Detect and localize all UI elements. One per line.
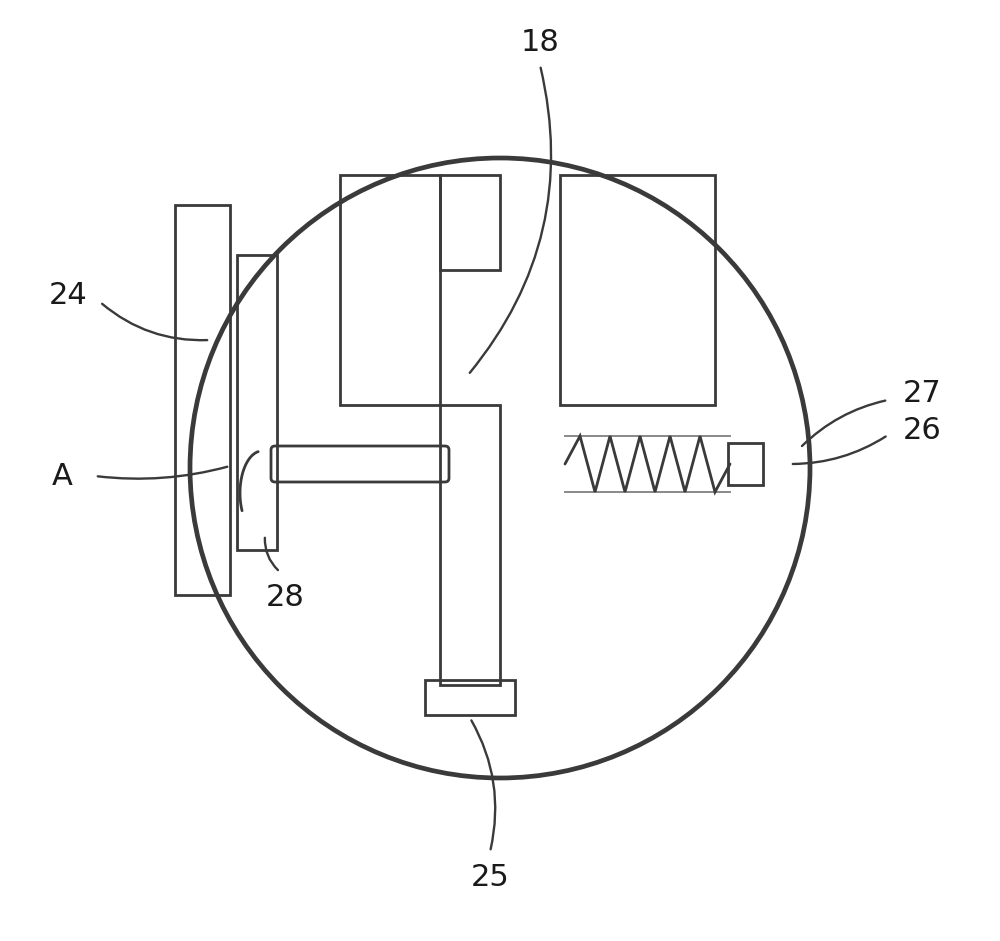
Text: 25: 25 (471, 864, 509, 892)
Text: 28: 28 (266, 583, 304, 613)
Text: 18: 18 (521, 27, 559, 56)
Text: 27: 27 (903, 378, 941, 407)
Text: 24: 24 (49, 280, 87, 310)
Bar (340, 175, 440, 405)
Bar (440, 175, 500, 270)
Bar (728, 443, 763, 485)
Bar (425, 680, 515, 715)
Bar (560, 175, 715, 405)
Bar (440, 405, 500, 685)
Bar (237, 255, 277, 550)
Bar (175, 205, 230, 595)
Text: 26: 26 (903, 416, 941, 444)
Text: A: A (52, 461, 72, 490)
